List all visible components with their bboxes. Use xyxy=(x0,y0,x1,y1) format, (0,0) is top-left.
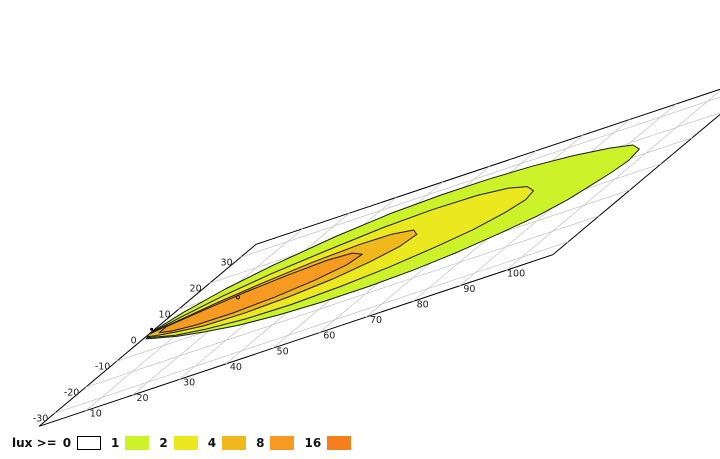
y-tick-label: -20 xyxy=(64,387,80,398)
contour-regions xyxy=(145,144,640,340)
x-tick-label: 80 xyxy=(417,300,429,311)
grid-line-y xyxy=(240,96,720,258)
legend-value: 0 xyxy=(62,436,72,450)
x-tick-label: 20 xyxy=(136,393,148,404)
contour-8-lux xyxy=(158,252,363,334)
origin-marker xyxy=(150,327,154,331)
legend-item: 2 xyxy=(159,436,198,450)
legend-item: 4 xyxy=(207,436,247,450)
x-tick-label: 60 xyxy=(323,331,335,342)
legend-swatch xyxy=(327,436,352,450)
legend-title: lux >= xyxy=(12,436,57,450)
y-tick-label: 10 xyxy=(159,309,171,320)
legend-swatch xyxy=(222,436,247,450)
x-tick-label: 100 xyxy=(507,268,525,279)
legend-item: 0 xyxy=(62,436,102,450)
x-tick-label: 70 xyxy=(370,315,382,326)
legend-value: 1 xyxy=(111,436,120,450)
legend-swatch xyxy=(173,436,198,450)
legend-item: 16 xyxy=(304,436,352,450)
legend-item: 1 xyxy=(111,436,150,450)
legend-swatch xyxy=(77,436,102,450)
legend-items: 0 1 2 4 8 16 xyxy=(63,436,362,450)
legend-item: 8 xyxy=(256,436,295,450)
y-tick-label: 0 xyxy=(131,335,137,346)
legend-value: 16 xyxy=(304,436,322,450)
legend-value: 2 xyxy=(159,436,168,450)
y-tick-label: -30 xyxy=(33,413,49,424)
y-axis-ticks: 30 20 10 0 -10 -20 -30 xyxy=(33,257,233,424)
legend-swatch xyxy=(270,436,295,450)
x-tick-label: 50 xyxy=(277,346,289,357)
y-tick-label: 20 xyxy=(190,283,202,294)
x-tick-label: 40 xyxy=(230,362,242,373)
legend: lux >= 0 1 2 4 8 16 xyxy=(12,433,361,453)
x-tick-label: 90 xyxy=(463,284,475,295)
legend-value: 4 xyxy=(207,436,217,450)
grid-line-y xyxy=(85,215,600,388)
x-tick-label: 30 xyxy=(183,378,195,389)
legend-value: 8 xyxy=(256,436,265,450)
y-tick-label: -10 xyxy=(95,361,111,372)
grid-line-y xyxy=(54,241,569,414)
x-tick-label: 10 xyxy=(90,409,102,420)
y-tick-label: 30 xyxy=(221,257,233,268)
legend-swatch xyxy=(125,436,150,450)
max-marker xyxy=(235,295,240,300)
